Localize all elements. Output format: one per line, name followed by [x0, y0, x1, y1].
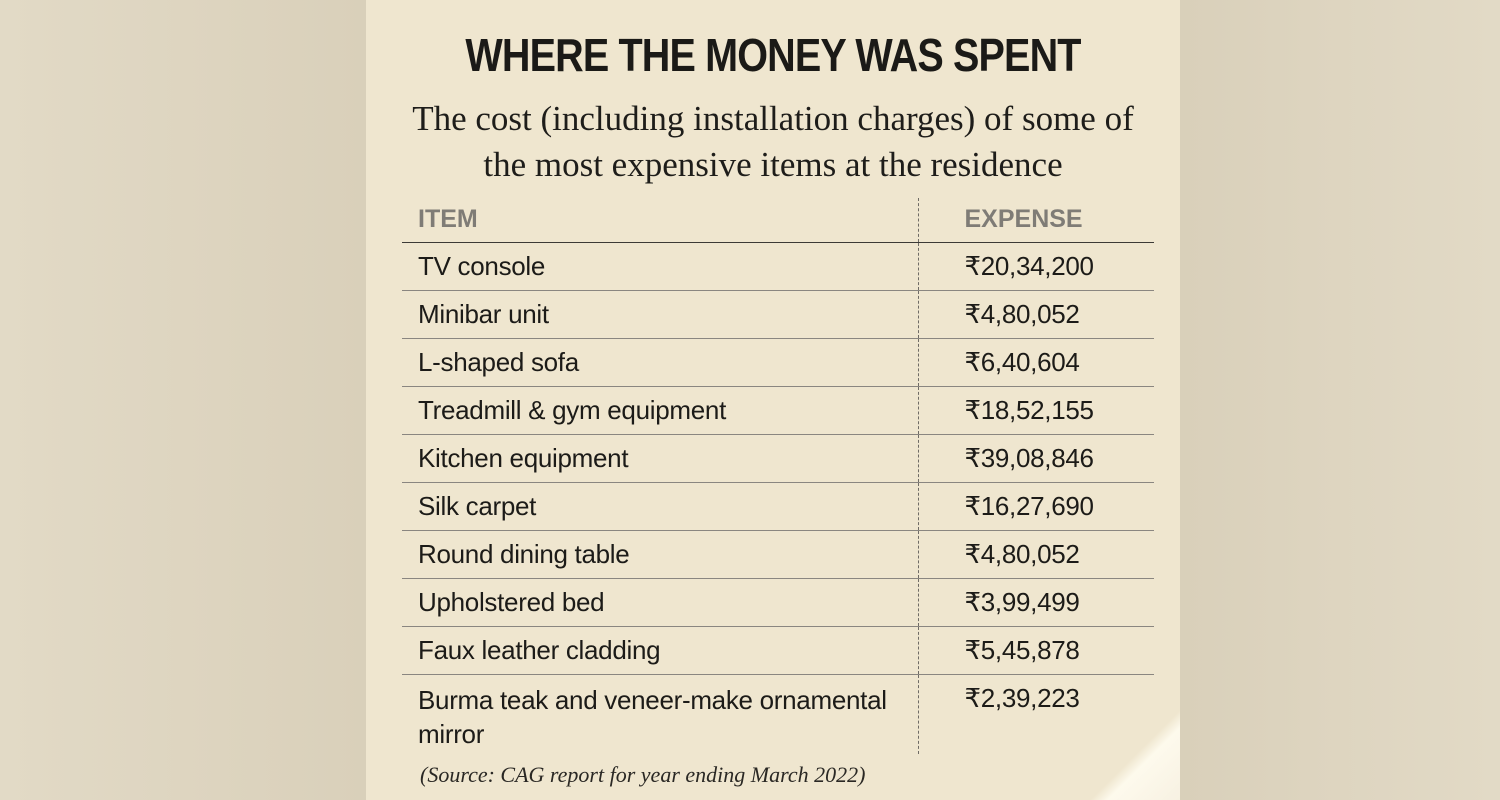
expense-cell: ₹4,80,052 [918, 530, 1154, 579]
page-title: WHERE THE MONEY WAS SPENT [465, 29, 1081, 81]
item-cell: Upholstered bed [402, 578, 919, 627]
table-row: Round dining table ₹4,80,052 [402, 530, 1154, 579]
table-row: Upholstered bed ₹3,99,499 [402, 578, 1154, 627]
item-cell: Burma teak and veneer-make ornamental mi… [402, 674, 919, 754]
expense-cell: ₹2,39,223 [964, 682, 1080, 713]
table-row: L-shaped sofa ₹6,40,604 [402, 338, 1154, 387]
expense-cell: ₹4,80,052 [918, 290, 1154, 339]
expense-cell: ₹18,52,155 [918, 386, 1154, 435]
column-header-item: ITEM [402, 198, 919, 243]
page-fold [1090, 710, 1180, 800]
expense-cell: ₹16,27,690 [918, 482, 1154, 531]
source-note: (Source: CAG report for year ending Marc… [420, 762, 866, 787]
table-row: Burma teak and veneer-make ornamental mi… [402, 674, 1154, 754]
table-row: Kitchen equipment ₹39,08,846 [402, 434, 1154, 483]
item-cell: Round dining table [402, 530, 919, 579]
right-background [1180, 0, 1500, 800]
item-cell: Treadmill & gym equipment [402, 386, 919, 435]
table-header-row: ITEM EXPENSE [402, 198, 1154, 243]
expense-cell: ₹3,99,499 [918, 578, 1154, 627]
table-row: Treadmill & gym equipment ₹18,52,155 [402, 386, 1154, 435]
page-subtitle: The cost (including installation charges… [412, 99, 1134, 184]
item-cell: Faux leather cladding [402, 626, 919, 675]
column-header-expense: EXPENSE [918, 198, 1154, 243]
left-background [0, 0, 366, 800]
table-row: TV console ₹20,34,200 [402, 242, 1154, 291]
item-cell: Kitchen equipment [402, 434, 919, 483]
item-cell: Minibar unit [402, 290, 919, 339]
item-cell: L-shaped sofa [402, 338, 919, 387]
item-cell: TV console [402, 242, 919, 291]
infographic-card: WHERE THE MONEY WAS SPENT The cost (incl… [366, 0, 1180, 800]
expense-cell: ₹20,34,200 [918, 242, 1154, 291]
table-row: Silk carpet ₹16,27,690 [402, 482, 1154, 531]
expense-cell: ₹39,08,846 [918, 434, 1154, 483]
table-row: Faux leather cladding ₹5,45,878 [402, 626, 1154, 675]
item-cell: Silk carpet [402, 482, 919, 531]
table-row: Minibar unit ₹4,80,052 [402, 290, 1154, 339]
expense-cell: ₹6,40,604 [918, 338, 1154, 387]
expense-cell: ₹5,45,878 [918, 626, 1154, 675]
expense-table: ITEM EXPENSE TV console ₹20,34,200 Minib… [402, 198, 1154, 754]
